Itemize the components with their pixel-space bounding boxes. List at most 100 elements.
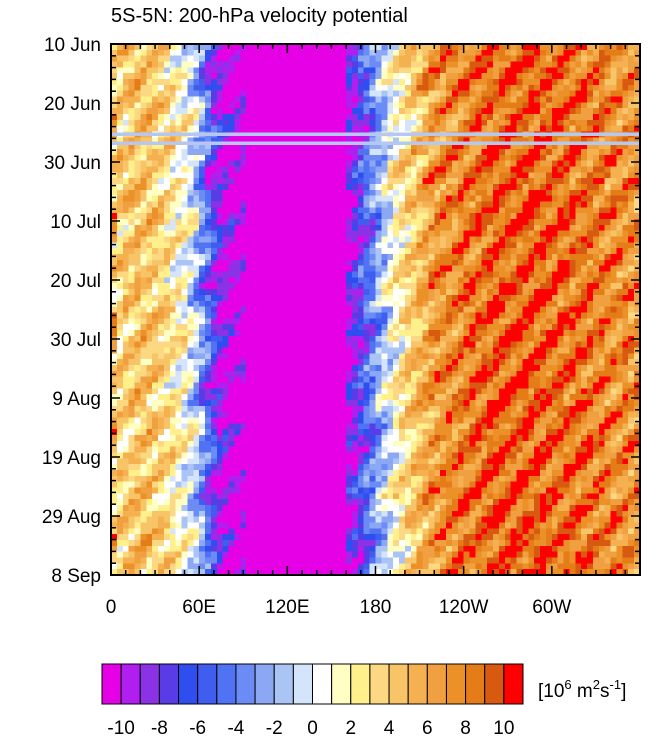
heatmap-cell: [304, 125, 312, 133]
heatmap-cell: [246, 289, 253, 296]
heatmap-cell: [569, 143, 576, 150]
heatmap-cell: [522, 329, 529, 337]
heatmap-cell: [140, 108, 147, 115]
heatmap-cell: [498, 143, 506, 150]
heatmap-cell: [240, 90, 247, 98]
heatmap-cell: [616, 294, 623, 302]
heatmap-cell: [363, 300, 371, 308]
heatmap-cell: [228, 306, 236, 314]
heatmap-cell: [269, 102, 277, 109]
heatmap-cell: [152, 213, 159, 220]
heatmap-cell: [216, 125, 224, 133]
heatmap-cell: [158, 195, 165, 203]
heatmap-cell: [163, 84, 171, 92]
heatmap-cell: [169, 300, 177, 308]
heatmap-cell: [158, 359, 165, 366]
heatmap-cell: [375, 119, 382, 127]
heatmap-cell: [369, 184, 377, 191]
heatmap-cell: [163, 125, 171, 133]
heatmap-cell: [634, 341, 641, 349]
heatmap-cell: [493, 236, 500, 243]
heatmap-cell: [410, 271, 418, 279]
heatmap-cell: [263, 277, 271, 284]
heatmap-cell: [399, 329, 406, 337]
heatmap-cell: [628, 172, 635, 179]
heatmap-cell: [346, 236, 353, 243]
heatmap-cell: [122, 318, 130, 325]
heatmap-cell: [234, 184, 241, 191]
heatmap-cell: [604, 359, 612, 366]
heatmap-cell: [393, 324, 400, 331]
heatmap-cell: [569, 195, 576, 203]
heatmap-cell: [381, 166, 388, 173]
heatmap-cell: [422, 353, 429, 360]
heatmap-cell: [163, 335, 171, 343]
heatmap-cell: [551, 213, 559, 220]
heatmap-cell: [587, 259, 594, 267]
heatmap-cell: [299, 119, 306, 127]
heatmap-cell: [134, 224, 141, 232]
heatmap-cell: [410, 353, 418, 360]
heatmap-cell: [222, 324, 230, 331]
heatmap-cell: [422, 114, 429, 121]
heatmap-cell: [551, 306, 559, 314]
heatmap-cell: [440, 213, 447, 220]
heatmap-cell: [369, 248, 377, 255]
heatmap-cell: [152, 207, 159, 214]
heatmap-cell: [434, 149, 441, 156]
heatmap-cell: [522, 207, 529, 214]
heatmap-cell: [522, 125, 529, 133]
heatmap-cell: [246, 149, 253, 156]
heatmap-cell: [592, 67, 600, 74]
heatmap-cell: [440, 347, 447, 354]
heatmap-cell: [158, 347, 165, 354]
heatmap-cell: [598, 207, 606, 214]
heatmap-cell: [128, 318, 136, 325]
heatmap-cell: [451, 49, 459, 57]
heatmap-cell: [152, 201, 159, 208]
heatmap-cell: [175, 224, 183, 232]
heatmap-cell: [281, 335, 288, 343]
heatmap-cell: [187, 248, 194, 255]
heatmap-cell: [257, 312, 265, 319]
heatmap-cell: [234, 294, 241, 302]
heatmap-cell: [169, 341, 177, 349]
heatmap-cell: [363, 329, 371, 337]
heatmap-cell: [451, 347, 459, 354]
heatmap-cell: [322, 329, 330, 337]
heatmap-cell: [310, 248, 318, 255]
heatmap-cell: [563, 108, 571, 115]
heatmap-cell: [222, 149, 230, 156]
heatmap-cell: [598, 166, 606, 173]
heatmap-cell: [210, 143, 218, 150]
heatmap-cell: [328, 335, 335, 343]
heatmap-cell: [181, 213, 189, 220]
heatmap-cell: [504, 271, 512, 279]
heatmap-cell: [252, 265, 259, 273]
heatmap-cell: [522, 201, 529, 208]
heatmap-cell: [252, 312, 259, 319]
heatmap-cell: [387, 119, 394, 127]
heatmap-cell: [369, 67, 377, 74]
heatmap-cell: [534, 236, 541, 243]
heatmap-cell: [240, 102, 247, 109]
heatmap-cell: [363, 125, 371, 133]
heatmap-cell: [393, 149, 400, 156]
heatmap-cell: [234, 224, 241, 232]
heatmap-cell: [475, 73, 482, 80]
heatmap-cell: [563, 277, 571, 284]
heatmap-cell: [510, 73, 518, 80]
heatmap-cell: [528, 359, 535, 366]
heatmap-cell: [340, 149, 347, 156]
heatmap-cell: [134, 195, 141, 203]
heatmap-cell: [363, 236, 371, 243]
heatmap-cell: [187, 125, 194, 133]
heatmap-cell: [581, 166, 588, 173]
heatmap-cell: [622, 119, 629, 127]
heatmap-cell: [357, 341, 365, 349]
heatmap-cell: [557, 160, 565, 168]
heatmap-cell: [269, 172, 277, 179]
heatmap-cell: [205, 96, 212, 103]
heatmap-cell: [534, 102, 541, 109]
heatmap-cell: [275, 90, 283, 98]
